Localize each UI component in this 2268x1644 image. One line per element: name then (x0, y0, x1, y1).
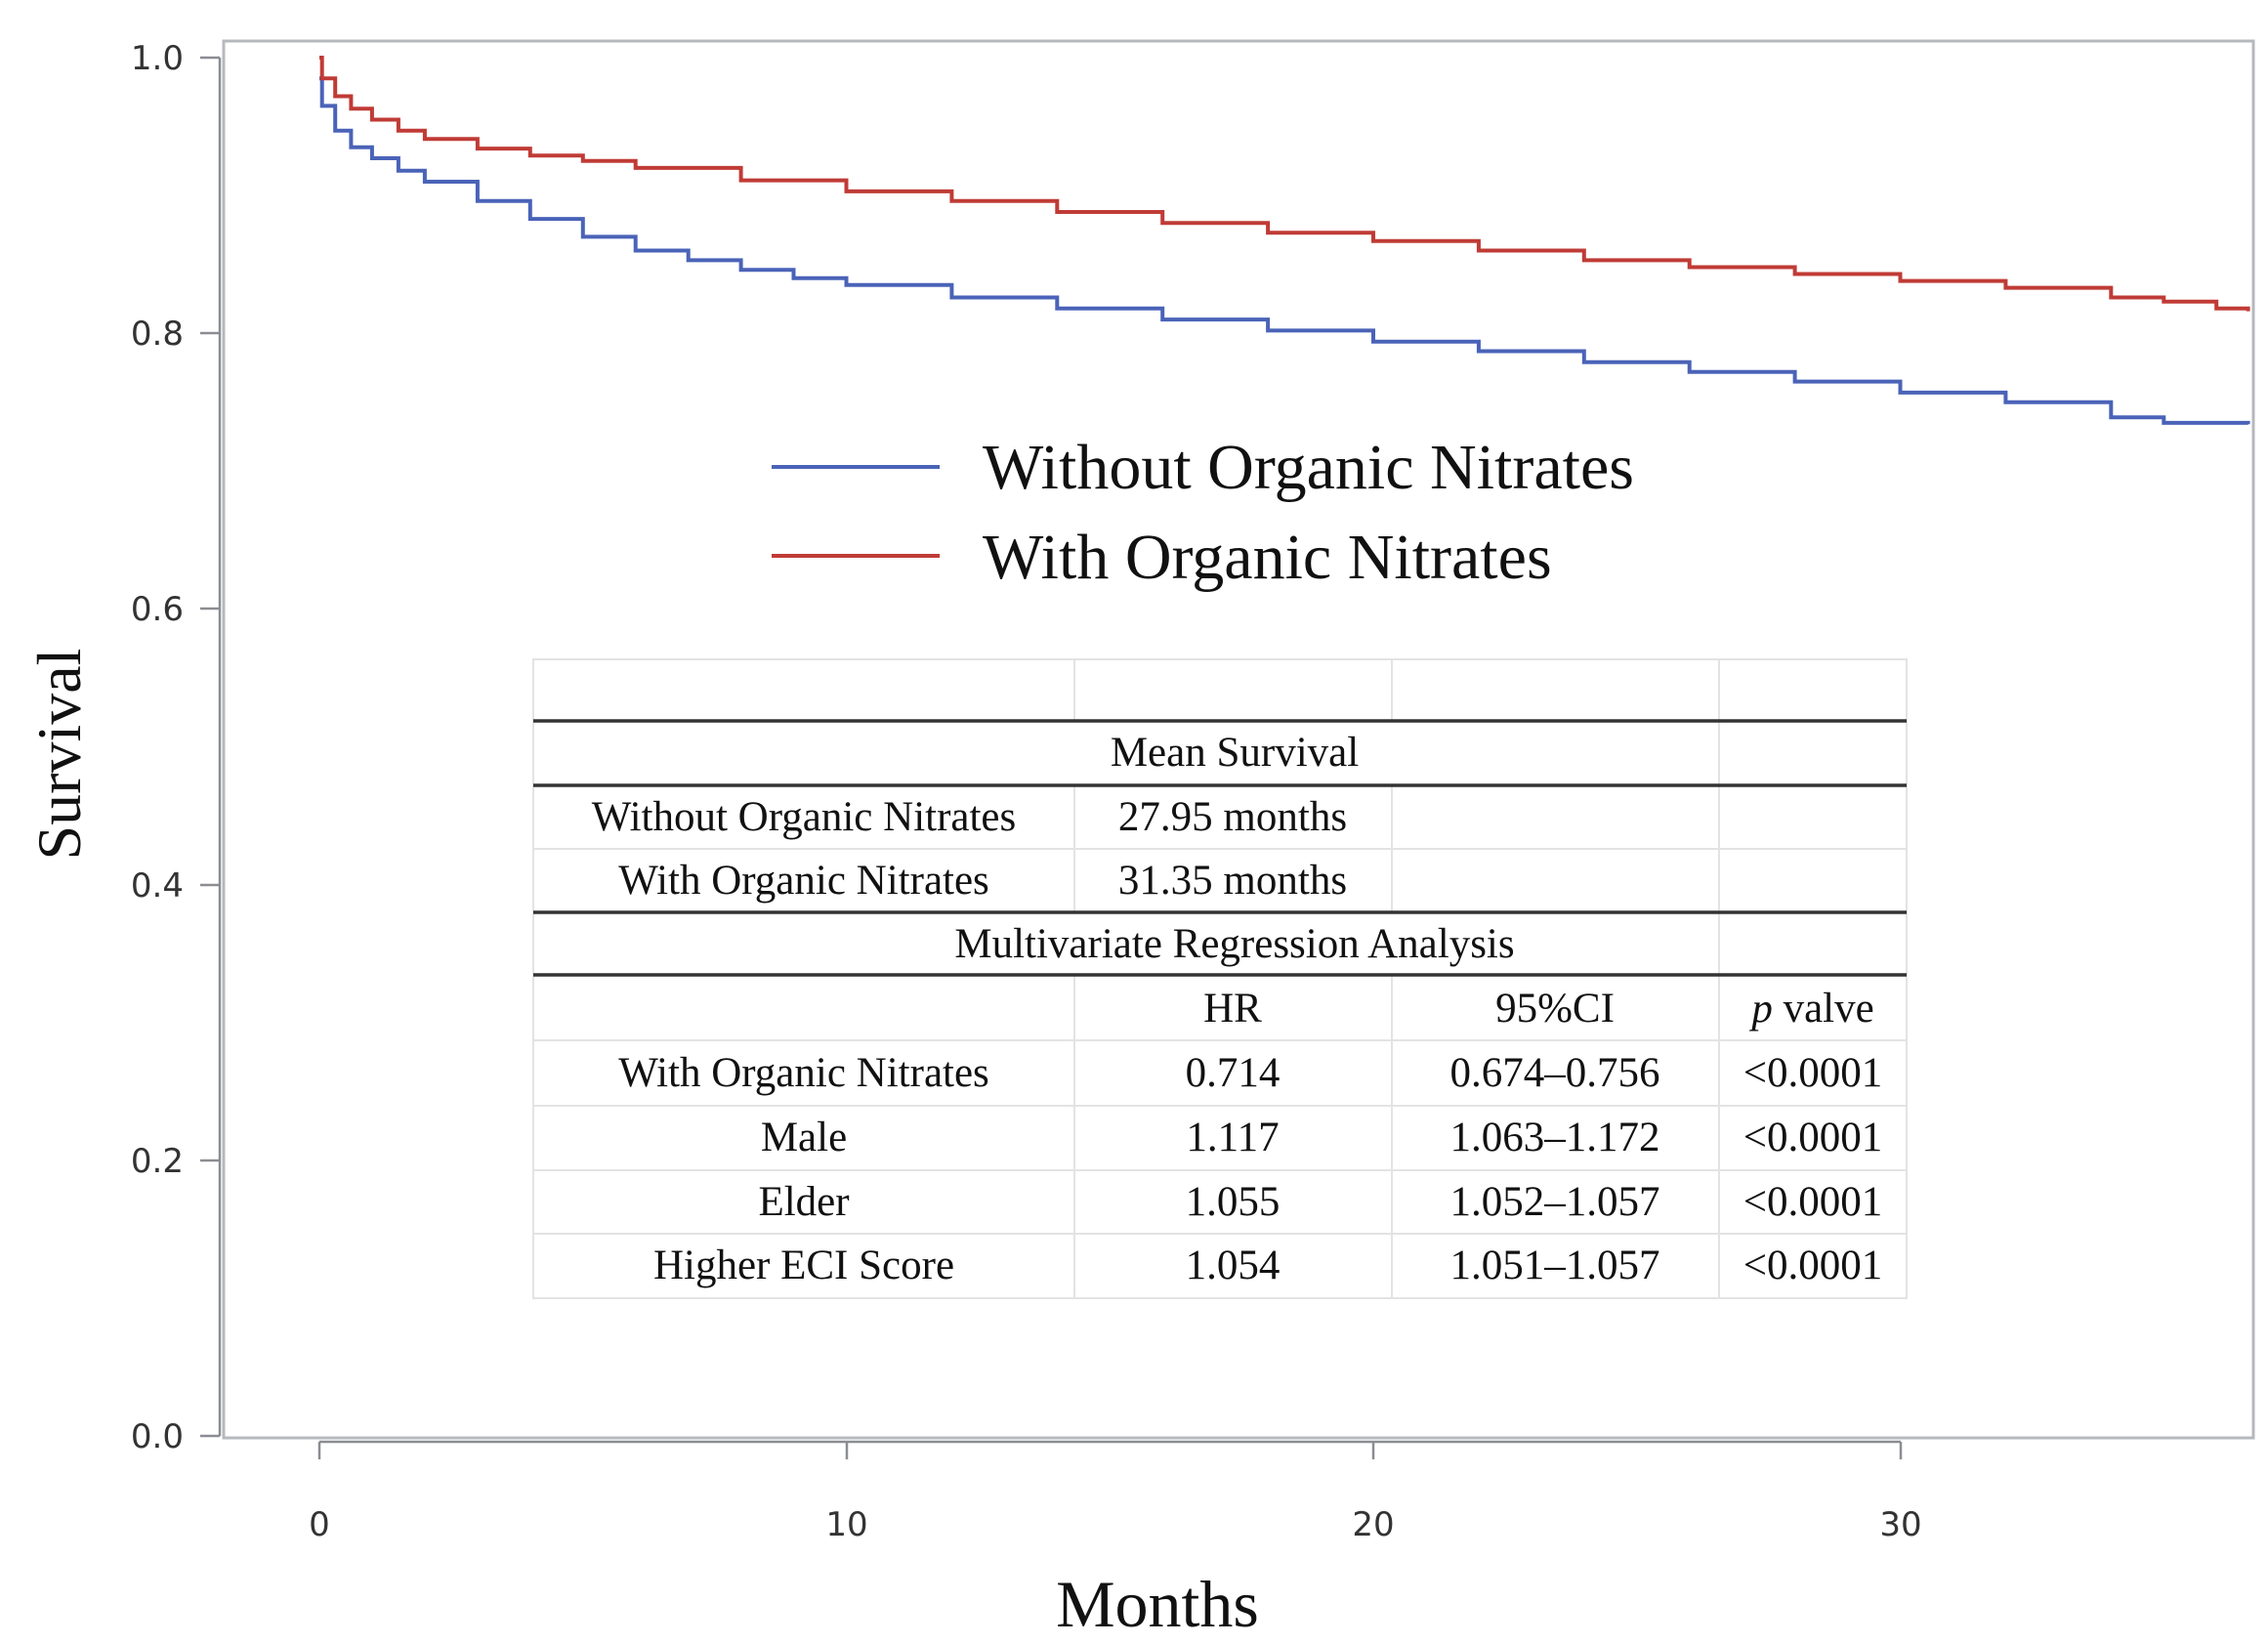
series-line-with-organic-nitrates (319, 56, 2250, 312)
row-ci: 0.674–0.756 (1450, 1050, 1660, 1096)
y-axis-title: Survival (24, 649, 94, 861)
row-p: <0.0001 (1743, 1243, 1883, 1288)
row-label: Male (761, 1115, 847, 1160)
y-ticks: 0.0 0.2 0.4 0.6 0.8 1.0 (131, 39, 220, 1456)
y-tick-label: 0.8 (131, 315, 184, 354)
mean-row-label: With Organic Nitrates (618, 858, 989, 904)
x-tick-label: 30 (1879, 1505, 1921, 1544)
row-label: With Organic Nitrates (618, 1050, 989, 1096)
x-tick-label: 10 (825, 1505, 867, 1544)
row-label: Elder (758, 1179, 849, 1225)
row-p: <0.0001 (1743, 1050, 1883, 1096)
y-tick-label: 0.0 (131, 1417, 184, 1456)
row-ci: 1.063–1.172 (1450, 1115, 1660, 1160)
col-header-hr: HR (1203, 986, 1262, 1032)
stats-table: Mean Survival Without Organic Nitrates 2… (532, 658, 1908, 1299)
p-italic: p (1748, 986, 1773, 1032)
p-space (1773, 986, 1784, 1032)
row-p: <0.0001 (1743, 1179, 1883, 1225)
x-axis-title: Months (1056, 1567, 1259, 1641)
row-hr: 1.117 (1186, 1115, 1279, 1160)
mean-survival-header: Mean Survival (1111, 730, 1359, 776)
series-group (319, 56, 2250, 425)
col-header-ci: 95%CI (1495, 986, 1615, 1032)
p-rest: valve (1784, 986, 1874, 1032)
row-hr: 1.055 (1186, 1179, 1281, 1225)
plot-frame (222, 39, 2255, 1440)
y-tick-label: 0.4 (131, 866, 184, 906)
row-hr: 0.714 (1186, 1050, 1281, 1096)
y-tick-label: 0.6 (131, 590, 184, 629)
mean-row-value: 27.95 months (1118, 794, 1347, 840)
row-hr: 1.054 (1186, 1243, 1281, 1288)
x-tick-label: 20 (1352, 1505, 1394, 1544)
x-tick-label: 0 (309, 1505, 330, 1544)
table-grid (532, 658, 1908, 1299)
row-label: Higher ECI Score (653, 1243, 954, 1288)
row-ci: 1.052–1.057 (1450, 1179, 1660, 1225)
table-rules (533, 719, 1907, 977)
y-tick-label: 0.2 (131, 1142, 184, 1181)
legend-label-with-organic-nitrates: With Organic Nitrates (983, 522, 1552, 593)
legend-label-without-organic-nitrates: Without Organic Nitrates (983, 432, 1634, 503)
mean-row-label: Without Organic Nitrates (592, 794, 1017, 840)
row-ci: 1.051–1.057 (1450, 1243, 1660, 1288)
table-background (533, 659, 1907, 1298)
x-ticks: 0 10 20 30 (309, 1442, 1922, 1544)
row-p: <0.0001 (1743, 1115, 1883, 1160)
col-header-p-value: p valve (1748, 986, 1873, 1032)
legend: Without Organic Nitrates With Organic Ni… (772, 432, 1634, 593)
y-tick-label: 1.0 (131, 39, 184, 78)
mean-row-value: 31.35 months (1118, 858, 1347, 904)
regression-header: Multivariate Regression Analysis (954, 921, 1514, 967)
series-line-without-organic-nitrates (319, 76, 2250, 425)
